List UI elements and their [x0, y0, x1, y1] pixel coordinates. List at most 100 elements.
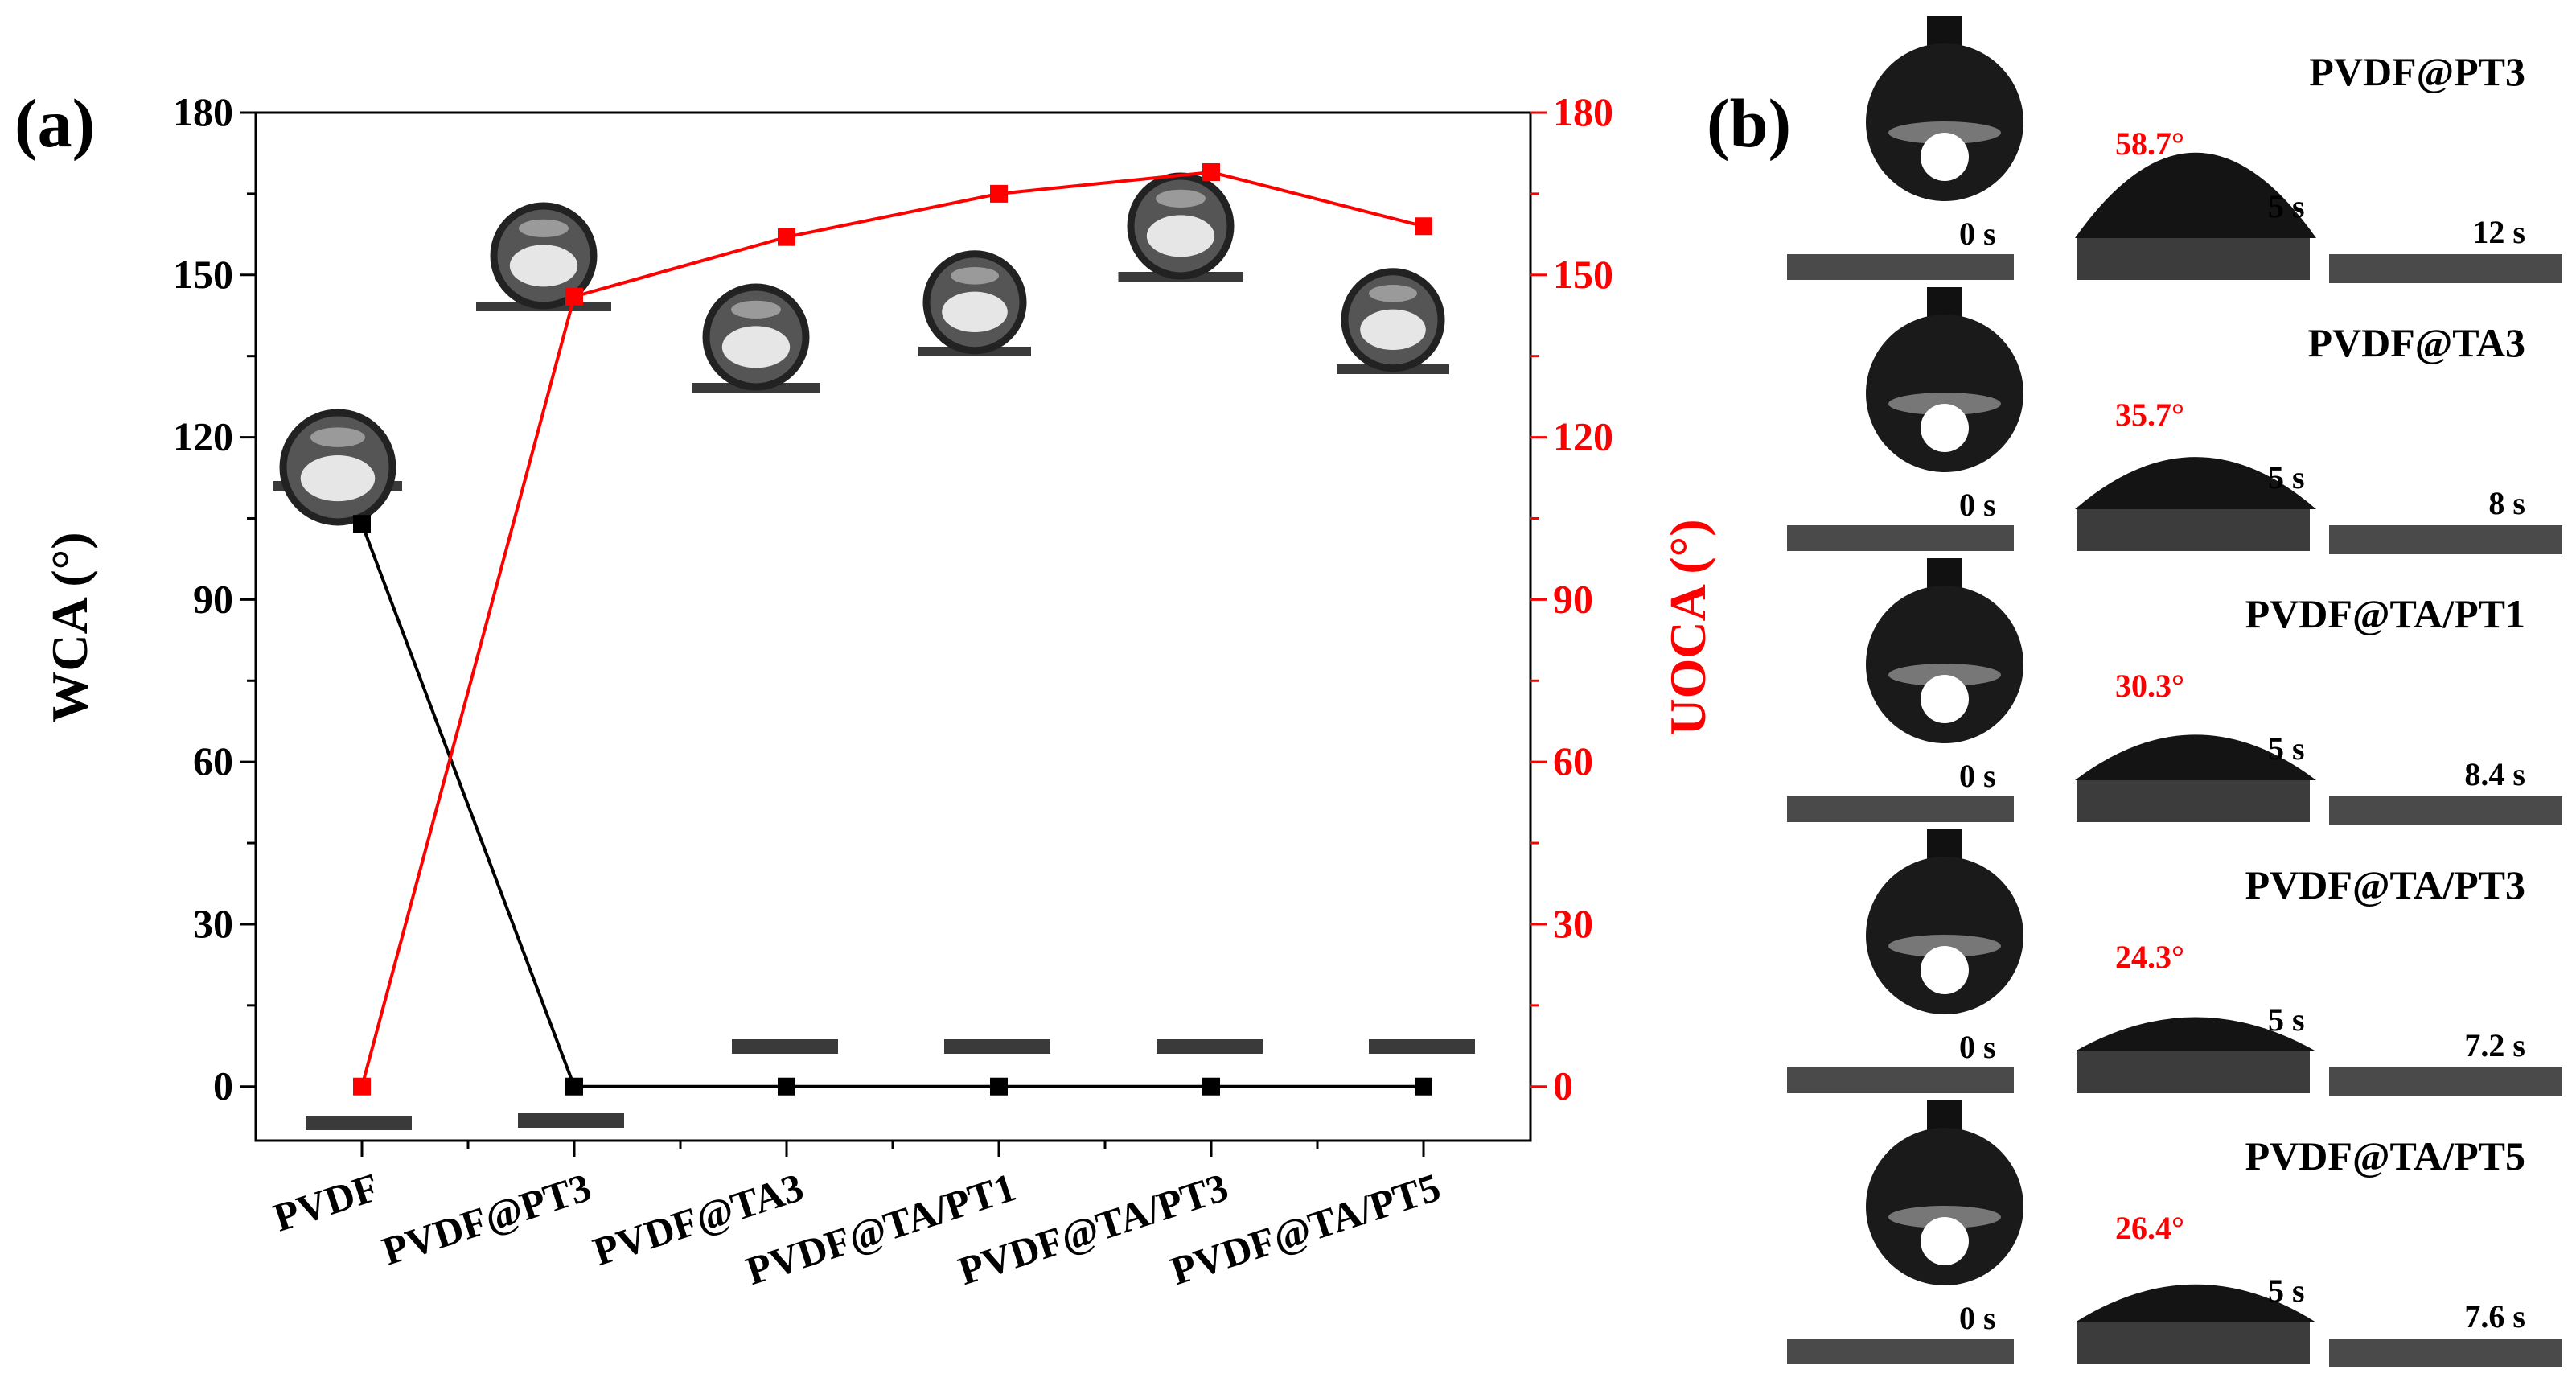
substrate-end	[2329, 796, 2562, 825]
underwater-substrate	[944, 1039, 1050, 1054]
droplet-highlight	[721, 326, 791, 368]
spreading-droplet	[2075, 152, 2316, 238]
contact-angle-row: PVDF@PT3 0 s 5 s 12 s 58.7°	[1787, 16, 2562, 283]
substrate-5s	[2077, 508, 2310, 551]
contact-angle-label: 24.3°	[2115, 939, 2184, 975]
droplet-reflection	[310, 427, 365, 447]
right-tick-label: 0	[1553, 1063, 1573, 1108]
right-tick-label: 30	[1553, 901, 1593, 946]
uoca-point	[565, 287, 583, 306]
droplet-highlight	[1921, 1217, 1969, 1265]
series-layer	[353, 162, 1432, 1096]
time-label-0: 0 s	[1959, 1029, 1996, 1065]
substrate-5s	[2077, 779, 2310, 822]
row-title: PVDF@TA/PT3	[2245, 862, 2525, 907]
time-label-5: 5 s	[2268, 730, 2305, 767]
uoca-point	[778, 228, 795, 246]
row-title: PVDF@PT3	[2309, 49, 2525, 94]
time-label-0: 0 s	[1959, 758, 1996, 794]
spreading-droplet	[2075, 1017, 2316, 1051]
left-tick-label: 120	[173, 414, 233, 459]
droplet-highlight	[1921, 675, 1969, 723]
needle	[1927, 558, 1962, 589]
x-category-label: PVDF@PT3	[377, 1164, 597, 1273]
time-label-0: 0 s	[1959, 487, 1996, 523]
right-tick-label: 150	[1553, 252, 1613, 297]
left-axis-ticks: 0 30 60 90 120 150 180	[173, 89, 256, 1108]
contact-angle-row: PVDF@TA/PT5 0 s 5 s 7.6 s 26.4°	[1787, 1100, 2562, 1367]
uoca-point	[1202, 162, 1220, 181]
left-tick-label: 150	[173, 252, 233, 297]
substrate-end	[2329, 525, 2562, 554]
substrate-0s	[1787, 1339, 2014, 1364]
needle	[1927, 829, 1962, 860]
series-line-uoca	[360, 170, 1424, 1088]
row-title: PVDF@TA/PT1	[2245, 591, 2525, 636]
needle	[1927, 16, 1962, 47]
oil-droplet-icon	[1337, 268, 1449, 374]
underwater-substrate	[732, 1039, 838, 1054]
row-title: PVDF@TA/PT5	[2245, 1133, 2525, 1178]
droplet-highlight	[1921, 133, 1969, 181]
x-category-label: PVDF	[268, 1164, 384, 1240]
wca-point	[990, 1077, 1008, 1096]
left-tick-label: 60	[193, 738, 233, 783]
contact-angle-label: 26.4°	[2115, 1210, 2184, 1246]
left-tick-label: 30	[193, 901, 233, 946]
wca-point	[1202, 1077, 1220, 1096]
droplet-highlight	[300, 455, 376, 502]
x-axis-ticks: PVDFPVDF@PT3PVDF@TA3PVDF@TA/PT1PVDF@TA/P…	[268, 1141, 1445, 1293]
oil-droplet-icon	[476, 202, 611, 311]
spreading-droplet	[2075, 457, 2316, 509]
droplet-highlight	[1921, 946, 1969, 994]
time-label-5: 5 s	[2268, 1273, 2305, 1309]
left-tick-label: 0	[213, 1063, 233, 1108]
left-tick-label: 90	[193, 576, 233, 621]
chart-a: 0 30 60 90 120 150 180 0 30 60 90 120 150 180 PVDFPV…	[41, 89, 1716, 1293]
y-axis-title-right: UOCA (°)	[1659, 519, 1716, 735]
panel-a-label: (a)	[14, 84, 95, 162]
underwater-substrate	[1157, 1039, 1263, 1054]
underwater-substrate	[1369, 1039, 1475, 1054]
droplet-highlight	[1921, 404, 1969, 452]
wca-point	[778, 1077, 795, 1096]
droplet-highlight	[942, 291, 1008, 332]
series-line-wca	[360, 523, 1424, 1088]
droplet-highlight	[509, 245, 578, 287]
droplet-insets	[273, 172, 1475, 1130]
right-axis-ticks: 0 30 60 90 120 150 180	[1530, 89, 1613, 1108]
time-label-5: 5 s	[2268, 188, 2305, 224]
substrate-5s	[2077, 236, 2310, 280]
wca-point	[353, 515, 371, 533]
droplet-highlight	[1146, 215, 1215, 257]
oil-droplet-icon	[1118, 172, 1243, 282]
contact-angle-label: 58.7°	[2115, 125, 2184, 162]
substrate-end	[2329, 1339, 2562, 1367]
droplet-highlight	[1360, 309, 1426, 350]
uoca-point	[1415, 217, 1432, 236]
substrate-0s	[1787, 525, 2014, 551]
droplet-reflection	[1156, 189, 1206, 208]
row-title: PVDF@TA3	[2307, 320, 2525, 365]
contact-angle-label: 35.7°	[2115, 397, 2184, 433]
droplet-reflection	[1369, 285, 1417, 302]
needle	[1927, 1100, 1962, 1131]
y-axis-title-left: WCA (°)	[41, 532, 98, 722]
water-droplet-icon	[273, 409, 402, 526]
right-tick-label: 180	[1553, 89, 1613, 134]
time-label-5: 5 s	[2268, 1001, 2305, 1038]
time-label-0: 0 s	[1959, 216, 1996, 252]
time-label-end: 7.2 s	[2464, 1027, 2525, 1063]
spreading-droplet	[2075, 1284, 2316, 1322]
substrate-0s	[1787, 796, 2014, 822]
oil-droplet-icon	[918, 250, 1031, 356]
droplet-reflection	[519, 219, 569, 238]
contact-angle-label: 30.3°	[2115, 668, 2184, 704]
contact-angle-row: PVDF@TA3 0 s 5 s 8 s 35.7°	[1787, 287, 2562, 554]
underwater-substrate	[518, 1113, 624, 1128]
underwater-substrate	[306, 1116, 412, 1130]
uoca-point	[353, 1077, 371, 1096]
contact-angle-row: PVDF@TA/PT3 0 s 5 s 7.2 s 24.3°	[1787, 829, 2562, 1096]
oil-droplet-icon	[692, 283, 820, 393]
